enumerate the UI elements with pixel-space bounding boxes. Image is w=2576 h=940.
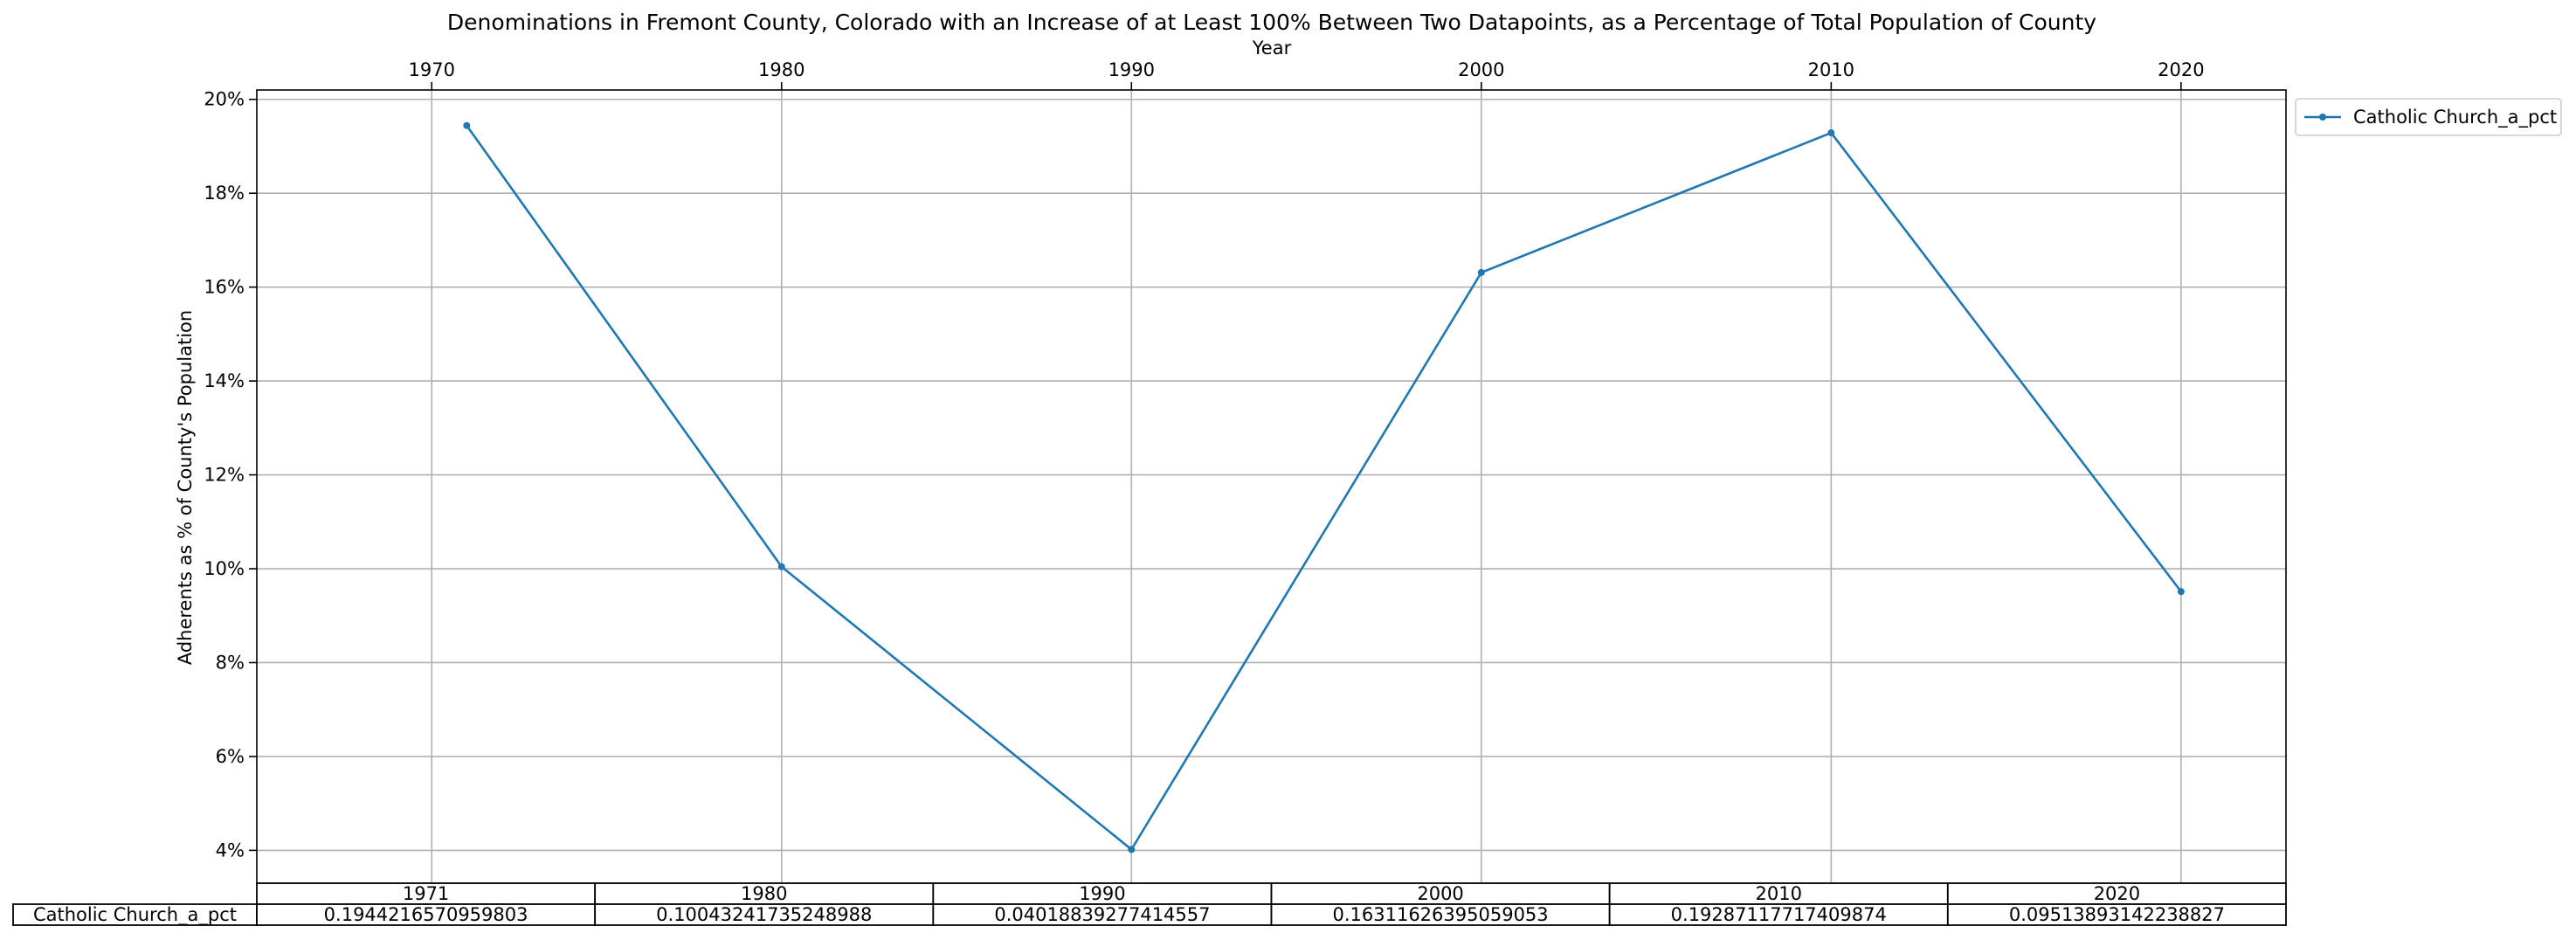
table-cell bbox=[594, 903, 935, 926]
y-tick-label: 10% bbox=[204, 558, 245, 579]
y-tick-label: 12% bbox=[204, 465, 245, 486]
table-cell-value: 0.10043241735248988 bbox=[656, 904, 872, 925]
y-tick-label: 16% bbox=[204, 277, 245, 298]
table-cell-value: 0.19287117717409874 bbox=[1671, 904, 1887, 925]
table-header-cell bbox=[594, 882, 935, 905]
axis-ticks: 1970 1980 1990 2000 2010 2020 4% 6% 8% 10% 12% 14% 1… bbox=[204, 59, 2204, 861]
table-cell bbox=[256, 903, 597, 926]
table-row-label-cell bbox=[12, 903, 258, 926]
data-point bbox=[463, 121, 471, 129]
chart-title: Denominations in Fremont County, Colorad… bbox=[447, 10, 2096, 35]
y-tick-label: 8% bbox=[216, 652, 245, 673]
legend-box bbox=[2295, 98, 2562, 136]
x-axis-label: Year bbox=[1252, 38, 1292, 59]
legend: Catholic Church_a_pct bbox=[2295, 98, 2562, 136]
x-tick-label: 1990 bbox=[1108, 59, 1155, 80]
series-layer bbox=[463, 121, 2185, 854]
x-tick-label: 2010 bbox=[1808, 59, 1854, 80]
table-header-text: 2010 bbox=[1756, 883, 1802, 904]
table-header-text: 1980 bbox=[741, 883, 787, 904]
table-header-text: 2000 bbox=[1417, 883, 1463, 904]
x-tick-label: 2000 bbox=[1458, 59, 1504, 80]
y-tick-label: 4% bbox=[216, 840, 245, 861]
table-header-cell bbox=[256, 882, 597, 905]
table-cell bbox=[1270, 903, 1611, 926]
table-header-text: 1990 bbox=[1079, 883, 1125, 904]
x-tick-label: 2020 bbox=[2158, 59, 2204, 80]
data-point bbox=[1128, 846, 1136, 854]
x-tick-label: 1980 bbox=[758, 59, 805, 80]
table-cell bbox=[1608, 903, 1949, 926]
data-point bbox=[1827, 129, 1835, 137]
y-axis-label: Adherents as % of County's Population bbox=[175, 310, 196, 665]
legend-marker-swatch bbox=[2319, 114, 2326, 121]
y-tick-label: 18% bbox=[204, 183, 245, 204]
legend-label: Catholic Church_a_pct bbox=[2353, 107, 2557, 128]
data-point bbox=[2177, 588, 2185, 596]
table-cell bbox=[932, 903, 1273, 926]
y-tick-label: 14% bbox=[204, 370, 245, 391]
table-row-label: Catholic Church_a_pct bbox=[33, 904, 237, 926]
series-line bbox=[466, 124, 2182, 851]
data-table: 1971 1980 1990 2000 2010 2020 Catholic Church_… bbox=[12, 882, 2287, 926]
table-cell bbox=[1946, 903, 2287, 926]
y-tick-label: 6% bbox=[216, 746, 245, 767]
table-cell-value: 0.1944216570959803 bbox=[324, 904, 528, 925]
x-tick-label: 1970 bbox=[409, 59, 455, 80]
data-point bbox=[777, 563, 785, 570]
plot-area-frame bbox=[256, 89, 2287, 884]
y-tick-label: 20% bbox=[204, 89, 245, 110]
table-cell-value: 0.09513893142238827 bbox=[2009, 904, 2225, 925]
table-header-text: 2020 bbox=[2094, 883, 2140, 904]
data-point bbox=[1477, 268, 1485, 276]
table-cell-value: 0.16311626395059053 bbox=[1332, 904, 1548, 925]
table-cell-value: 0.04018839277414557 bbox=[994, 904, 1210, 925]
table-header-text: 1971 bbox=[403, 883, 449, 904]
grid bbox=[257, 90, 2286, 883]
